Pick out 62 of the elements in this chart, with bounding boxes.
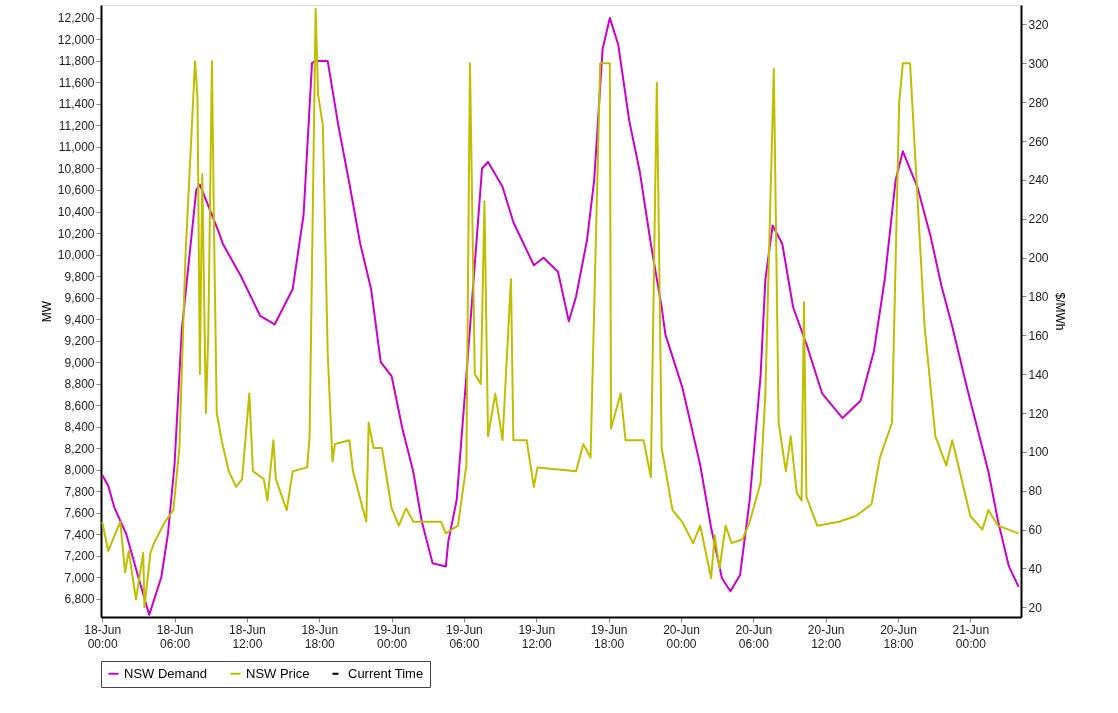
y2-tick-label: 140 — [1028, 367, 1049, 382]
x-tick-label: 18-Jun 12:00 — [229, 622, 266, 651]
y-tick-label: 7,400 — [64, 527, 95, 542]
x-tick-label: 18-Jun 00:00 — [84, 622, 122, 651]
legend-label: NSW Price — [246, 665, 310, 681]
x-tick-label: 19-Jun 00:00 — [373, 622, 411, 651]
x-tick-label: 19-Jun 06:00 — [446, 622, 483, 651]
y-tick-label: 11,200 — [58, 118, 95, 133]
y2-tick-label: 100 — [1028, 445, 1049, 460]
y-tick-label: 10,800 — [57, 161, 95, 176]
y2-tick-label: 60 — [1028, 523, 1043, 538]
y-tick-label: 8,200 — [64, 441, 95, 456]
y-tick-label: 8,800 — [64, 377, 95, 392]
y-tick-label: 9,600 — [64, 291, 95, 306]
y-tick-label: 8,600 — [64, 398, 95, 413]
y2-tick-label: 260 — [1028, 134, 1049, 149]
x-tick-label: 20-Jun 06:00 — [735, 622, 773, 651]
x-tick-label: 21-Jun 00:00 — [952, 622, 990, 651]
x-tick-label: 18-Jun 06:00 — [156, 622, 194, 651]
y2-tick-label: 160 — [1028, 328, 1049, 343]
y-tick-label: 11,600 — [58, 75, 95, 90]
y-tick-label: 10,600 — [57, 183, 95, 198]
x-tick-label: 20-Jun 00:00 — [663, 622, 700, 651]
y2-tick-label: 20 — [1028, 600, 1043, 615]
y-axis-title: MW — [39, 300, 54, 323]
y-tick-label: 12,000 — [57, 32, 95, 47]
y-tick-label: 11,800 — [58, 54, 95, 69]
y2-axis-title: $/MWh — [1052, 292, 1067, 331]
legend-label: Current Time — [348, 665, 424, 681]
y-tick-label: 7,800 — [64, 484, 95, 499]
y-tick-label: 10,200 — [57, 226, 95, 241]
y2-tick-label: 200 — [1028, 251, 1049, 266]
y2-tick-label: 220 — [1028, 212, 1049, 227]
y2-tick-label: 320 — [1028, 17, 1049, 32]
y-tick-label: 8,000 — [64, 463, 95, 478]
y2-tick-label: 240 — [1028, 173, 1049, 188]
y-tick-label: 12,200 — [57, 11, 95, 26]
y-tick-label: 8,400 — [64, 420, 95, 435]
y-tick-label: 11,000 — [58, 140, 95, 155]
x-tick-label: 20-Jun 12:00 — [807, 622, 845, 651]
y2-tick-label: 280 — [1028, 95, 1049, 110]
y2-tick-label: 120 — [1028, 406, 1049, 421]
y-tick-label: 9,800 — [64, 269, 95, 284]
y-tick-label: 10,400 — [57, 205, 95, 220]
y-tick-label: 11,400 — [58, 97, 95, 112]
y-tick-label: 10,000 — [57, 248, 95, 263]
x-tick-label: 19-Jun 12:00 — [518, 622, 556, 651]
y-tick-label: 9,200 — [64, 334, 95, 349]
y2-tick-label: 80 — [1028, 484, 1043, 499]
y-tick-label: 6,800 — [64, 592, 95, 607]
y-tick-label: 7,200 — [64, 549, 95, 564]
x-tick-label: 20-Jun 18:00 — [880, 622, 917, 651]
y-tick-label: 9,000 — [64, 355, 95, 370]
y-tick-label: 9,400 — [64, 312, 95, 327]
y-tick-label: 7,600 — [64, 506, 95, 521]
x-tick-label: 19-Jun 18:00 — [590, 622, 628, 651]
y2-tick-label: 180 — [1028, 289, 1049, 304]
y-tick-label: 7,000 — [64, 570, 95, 585]
x-tick-label: 18-Jun 18:00 — [301, 622, 339, 651]
y2-tick-label: 300 — [1028, 56, 1049, 71]
y2-tick-label: 40 — [1028, 561, 1043, 576]
legend-label: NSW Demand — [124, 665, 208, 681]
